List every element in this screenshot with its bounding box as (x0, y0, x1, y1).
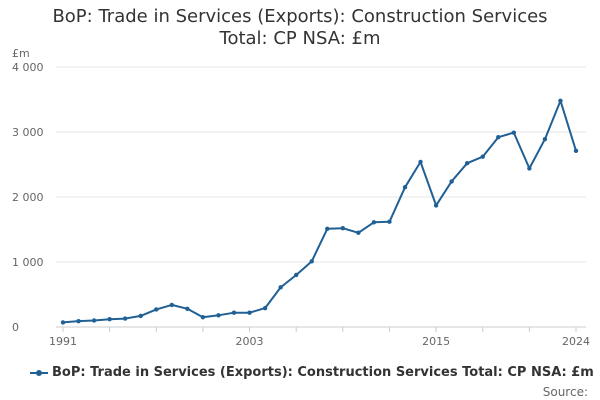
chart-title-line-1: BoP: Trade in Services (Exports): Constr… (52, 6, 548, 27)
data-point[interactable] (231, 310, 237, 315)
data-point[interactable] (527, 166, 532, 171)
x-tick-label: 2003 (236, 335, 264, 348)
data-point[interactable] (402, 185, 408, 190)
data-point[interactable] (60, 320, 66, 325)
data-point[interactable] (573, 148, 579, 154)
y-axis-tick-labels: 0 1 000 2 000 3 000 4 000 (12, 61, 44, 334)
data-point[interactable] (356, 230, 361, 235)
data-point[interactable] (433, 203, 439, 208)
data-point[interactable] (122, 316, 128, 321)
data-point[interactable] (511, 130, 517, 135)
data-point[interactable] (325, 226, 330, 232)
x-tick-label: 2024 (562, 335, 590, 348)
x-axis-ticks: 1991 2003 2015 2024 (49, 327, 590, 348)
data-point[interactable] (464, 161, 470, 166)
data-point[interactable] (154, 307, 159, 312)
chart-title: BoP: Trade in Services (Exports): Constr… (0, 6, 600, 50)
data-point[interactable] (138, 313, 143, 319)
data-point[interactable] (247, 310, 252, 315)
data-point[interactable] (169, 302, 175, 308)
legend-swatch-icon (30, 367, 48, 379)
data-point[interactable] (216, 313, 221, 318)
series-line (62, 99, 577, 324)
data-point[interactable] (496, 135, 501, 140)
data-point[interactable] (107, 317, 112, 322)
data-point[interactable] (480, 154, 485, 159)
data-point[interactable] (278, 285, 283, 290)
data-point[interactable] (76, 318, 81, 324)
series-group (60, 98, 579, 325)
source-label: Source: (542, 385, 588, 399)
y-tick-label: 0 (12, 321, 19, 334)
data-point[interactable] (309, 259, 314, 264)
y-tick-label: 4 000 (12, 61, 44, 74)
chart-title-line-2: Total: CP NSA: £m (219, 28, 381, 49)
data-point[interactable] (418, 159, 423, 165)
gridlines (56, 66, 586, 328)
y-tick-label: 1 000 (12, 256, 44, 269)
data-point[interactable] (558, 98, 563, 104)
data-point[interactable] (340, 226, 346, 231)
legend: BoP: Trade in Services (Exports): Constr… (30, 365, 594, 380)
legend-label: BoP: Trade in Services (Exports): Constr… (52, 365, 594, 380)
data-point[interactable] (542, 136, 548, 142)
data-point[interactable] (91, 318, 97, 323)
y-axis-unit-label: £m (12, 47, 30, 60)
data-point[interactable] (262, 305, 268, 311)
data-point[interactable] (200, 315, 206, 320)
data-point[interactable] (293, 272, 299, 278)
data-point[interactable] (371, 220, 377, 225)
x-tick-label: 1991 (49, 335, 77, 348)
data-point[interactable] (449, 179, 454, 184)
y-tick-label: 2 000 (12, 191, 44, 204)
data-point[interactable] (185, 306, 190, 311)
y-tick-label: 3 000 (12, 126, 44, 139)
data-point[interactable] (387, 219, 392, 224)
x-tick-label: 2015 (422, 335, 450, 348)
